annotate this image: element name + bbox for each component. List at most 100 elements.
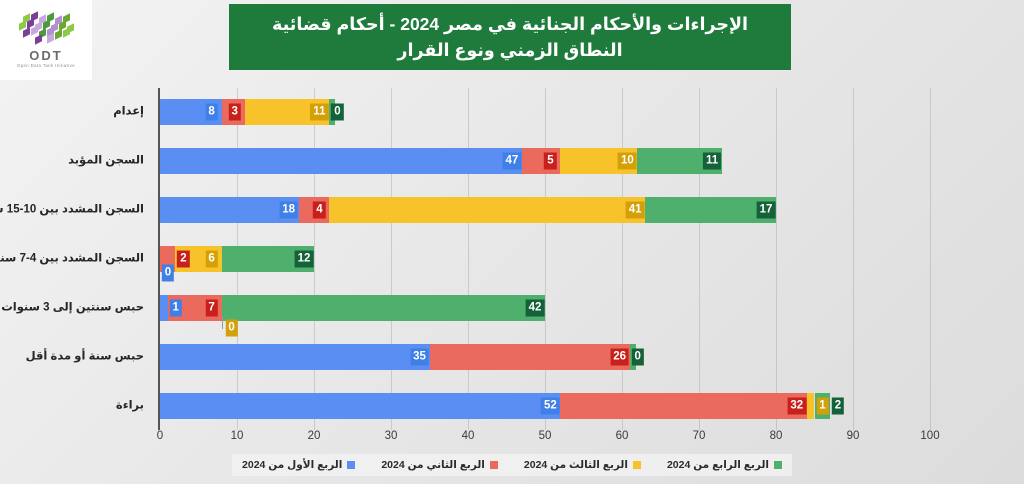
y-axis-category-label: حبس سنتين إلى 3 سنوات — [1, 301, 144, 314]
legend-swatch-icon — [632, 461, 641, 469]
bar-segment[interactable] — [221, 294, 545, 321]
legend-item[interactable]: الربع الرابع من 2024 — [667, 459, 782, 471]
bar-value-label: 6 — [205, 250, 218, 268]
bar-value-label: 17 — [756, 201, 776, 219]
odt-logo-name: ODT — [29, 47, 63, 63]
bar-value-label: 4 — [313, 201, 326, 219]
bar-segment[interactable] — [429, 343, 630, 370]
legend-label: الربع الرابع من 2024 — [666, 459, 769, 471]
bar-value-label: 18 — [279, 201, 298, 219]
bar-value-label: 2 — [177, 250, 190, 268]
chart-legend: الربع الأول من 2024 الربع الثاني من 2024 ا… — [232, 454, 792, 476]
bar-value-label: 26 — [610, 348, 630, 366]
legend-label: الربع الثاني من 2024 — [381, 459, 485, 471]
legend-item[interactable]: الربع الأول من 2024 — [242, 459, 356, 471]
bar-segment[interactable] — [160, 197, 299, 224]
legend-label: الربع الأول من 2024 — [242, 459, 343, 471]
bar-value-label: 2 — [831, 397, 845, 415]
logo-cube — [55, 28, 62, 40]
bar-row[interactable] — [160, 294, 930, 321]
bar-segment[interactable] — [806, 392, 815, 419]
bar-row[interactable] — [160, 343, 930, 370]
bar-segment[interactable] — [160, 148, 522, 175]
bar-segment[interactable] — [160, 392, 561, 419]
legend-swatch-icon — [774, 461, 782, 469]
chart-title-line-1: الإجراءات والأحكام الجنائية في مصر 2024 … — [272, 14, 748, 34]
bar-value-label: 0 — [631, 348, 644, 366]
bar-value-label: 0 — [331, 103, 344, 121]
bar-row[interactable] — [160, 99, 930, 126]
bar-segment[interactable] — [560, 392, 807, 419]
logo-cube — [23, 26, 30, 38]
legend-item[interactable]: الربع الثالث من 2024 — [524, 459, 641, 471]
bar-value-label: 0 — [225, 319, 238, 337]
odt-logo-mark-icon — [17, 10, 75, 49]
bar-segment[interactable] — [160, 343, 430, 370]
y-axis-line — [158, 88, 160, 430]
bar-value-label: 35 — [410, 348, 429, 366]
x-axis-tick-label: 80 — [769, 430, 783, 442]
gridline — [930, 88, 931, 430]
gridline — [545, 88, 546, 430]
y-axis-category-label: السجن المؤبد — [68, 154, 144, 167]
legend-label: الربع الثالث من 2024 — [523, 459, 628, 471]
gridline — [468, 88, 469, 430]
chart-title-banner: الإجراءات والأحكام الجنائية في مصر 2024 … — [229, 4, 791, 70]
gridline — [314, 88, 315, 430]
bar-value-label: 32 — [787, 397, 807, 415]
y-axis-category-labels: إعدام السجن المؤبد السجن المشدد بين 10-15 … — [0, 88, 150, 430]
bar-value-label: 11 — [310, 103, 329, 121]
bar-row[interactable] — [160, 197, 930, 224]
logo-cube — [35, 33, 42, 45]
bar-value-label: 3 — [228, 103, 241, 121]
x-axis-tick-label: 50 — [538, 430, 552, 442]
gridline — [853, 88, 854, 430]
gridline — [622, 88, 623, 430]
bar-value-label: 11 — [703, 152, 722, 170]
y-axis-category-label: السجن المشدد بين 4-7 سنوات — [0, 252, 144, 265]
bar-value-label: 10 — [617, 152, 637, 170]
bar-segment[interactable] — [329, 197, 646, 224]
bar-value-label: 1 — [169, 299, 182, 317]
x-axis-tick-label: 40 — [461, 430, 475, 442]
legend-swatch-icon — [347, 461, 356, 469]
x-axis-tick-label: 100 — [920, 430, 940, 442]
y-axis-category-label: السجن المشدد بين 10-15 سنة — [0, 203, 144, 216]
x-axis-tick-label: 70 — [692, 430, 706, 442]
x-axis-tick-label: 20 — [307, 430, 321, 442]
odt-logo-tagline: Open Data Tank Initiative — [17, 62, 75, 68]
logo-cube — [31, 24, 38, 36]
gridline — [391, 88, 392, 430]
legend-swatch-icon — [489, 461, 498, 469]
odt-logo: ODT Open Data Tank Initiative — [0, 0, 92, 80]
chart-title-line-2: النطاق الزمني ونوع القرار — [397, 40, 623, 60]
bar-value-label: 47 — [502, 152, 522, 170]
x-axis-tick-label: 90 — [846, 430, 860, 442]
bar-value-label: 42 — [525, 299, 545, 317]
legend-item[interactable]: الربع الثاني من 2024 — [381, 459, 498, 471]
bar-value-label: 8 — [205, 103, 218, 121]
bar-value-label: 0 — [161, 264, 175, 282]
bar-value-label: 1 — [816, 397, 829, 415]
x-axis-tick-label: 30 — [384, 430, 398, 442]
x-axis-tick-label: 10 — [230, 430, 244, 442]
y-axis-category-label: براءة — [115, 399, 144, 412]
bar-segment[interactable] — [645, 197, 776, 224]
label-leader-line — [221, 316, 223, 329]
bar-segment[interactable] — [160, 294, 168, 321]
gridline — [776, 88, 777, 430]
plot-area: 8311047510111844117026121704235260052321… — [158, 88, 931, 430]
bar-value-label: 7 — [205, 299, 218, 317]
x-axis-tick-label: 60 — [615, 430, 629, 442]
bar-value-label: 41 — [625, 201, 645, 219]
gridline — [699, 88, 700, 430]
y-axis-category-label: إعدام — [113, 105, 144, 118]
bar-value-label: 5 — [544, 152, 557, 170]
x-axis-tick-label: 0 — [156, 430, 164, 442]
bar-value-label: 52 — [540, 397, 560, 415]
y-axis-category-label: حبس سنة أو مدة أقل — [25, 350, 144, 363]
bar-value-label: 12 — [294, 250, 314, 268]
x-axis-ticks: 0 10 20 30 40 50 60 70 80 90 100 — [156, 430, 940, 450]
bar-row[interactable] — [160, 246, 930, 272]
